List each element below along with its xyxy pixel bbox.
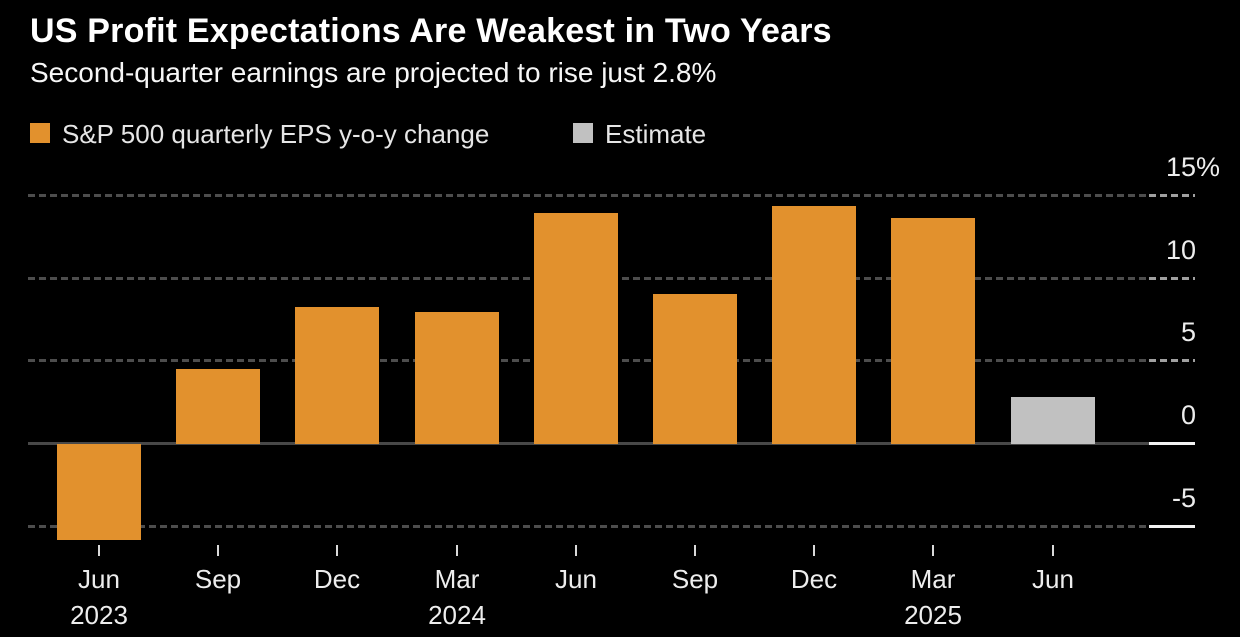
gridline--5 <box>28 525 1149 528</box>
x-tick-dec-2 <box>336 545 338 556</box>
x-year-label-2024: 2024 <box>428 600 486 630</box>
x-label-jun-8: Jun <box>1032 564 1074 594</box>
bar-mar-2024 <box>415 312 499 444</box>
bar-sep-1 <box>176 369 260 444</box>
bar-dec-2 <box>295 307 379 444</box>
x-label-sep-5: Sep <box>671 564 719 594</box>
y-axis-label-15%: 15% <box>1165 152 1221 182</box>
x-label-jun-4: Jun <box>555 564 597 594</box>
gridline-15 <box>28 194 1149 197</box>
x-label-dec-2: Dec <box>313 564 361 594</box>
x-tick-jun-2023 <box>98 545 100 556</box>
bar-jun-4 <box>534 213 618 444</box>
x-label-jun-2023: Jun <box>78 564 120 594</box>
y-axis-label-10: 10 <box>1165 235 1196 265</box>
x-tick-jun-4 <box>575 545 577 556</box>
legend-swatch-estimate-icon <box>573 123 593 143</box>
bar-sep-5 <box>653 294 737 444</box>
x-label-mar-2025: Mar <box>910 564 956 594</box>
y-axis-tick-15 <box>1149 194 1195 197</box>
x-label-sep-1: Sep <box>194 564 242 594</box>
x-tick-sep-1 <box>217 545 219 556</box>
x-label-dec-6: Dec <box>790 564 838 594</box>
bar-dec-6 <box>772 206 856 444</box>
chart-subtitle: Second-quarter earnings are projected to… <box>30 57 717 88</box>
bar-jun-8 <box>1011 397 1095 444</box>
y-axis-label-0: 0 <box>1180 400 1196 430</box>
bar-jun-2023 <box>57 444 141 540</box>
legend-swatch-actual-icon <box>30 123 50 143</box>
page-title: US Profit Expectations Are Weakest in Tw… <box>30 12 832 50</box>
y-axis-tick-10 <box>1149 277 1195 280</box>
x-tick-mar-2025 <box>932 545 934 556</box>
x-year-label-2025: 2025 <box>904 600 962 630</box>
legend-label-actual: S&P 500 quarterly EPS y-o-y change <box>62 119 490 149</box>
x-tick-sep-5 <box>694 545 696 556</box>
x-year-label-2023: 2023 <box>70 600 128 630</box>
y-axis-label-5: 5 <box>1180 317 1196 347</box>
bar-mar-2025 <box>891 218 975 444</box>
x-tick-dec-6 <box>813 545 815 556</box>
legend-label-estimate: Estimate <box>605 119 707 149</box>
x-tick-mar-2024 <box>456 545 458 556</box>
y-axis-tick--5 <box>1149 525 1195 528</box>
y-axis-label--5: -5 <box>1171 483 1196 513</box>
y-axis-tick-0 <box>1149 442 1195 445</box>
x-label-mar-2024: Mar <box>434 564 480 594</box>
x-tick-jun-8 <box>1052 545 1054 556</box>
y-axis-tick-5 <box>1149 359 1195 362</box>
